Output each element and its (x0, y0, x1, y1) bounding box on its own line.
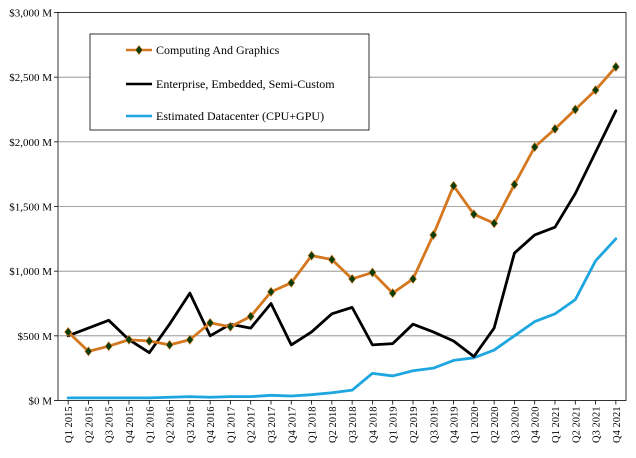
legend-marker-computing-and-graphics (135, 45, 143, 55)
x-tick-label: Q2 2021 (571, 407, 582, 443)
data-point-computing-and-graphics (145, 336, 154, 346)
x-tick-label: Q1 2019 (389, 407, 400, 443)
series-line-computing-and-graphics (66, 65, 618, 353)
data-point-computing-and-graphics (571, 104, 580, 115)
series-line-enterprise-embedded-semi-custom (66, 109, 618, 358)
x-tick-label: Q3 2015 (105, 407, 116, 443)
y-tick-label: $3,000 M (9, 8, 52, 20)
legend-label-computing-and-graphics: Computing And Graphics (156, 43, 280, 57)
y-axis-ticks: $0 M $500 M $1,000 M $1,500 M $2,000 M $2,500… (9, 8, 58, 408)
x-tick-label: Q2 2019 (409, 407, 420, 443)
x-tick-label: Q2 2015 (84, 407, 95, 443)
legend: Computing And Graphics Enterprise, Embed… (89, 33, 370, 131)
data-point-computing-and-graphics (409, 273, 417, 284)
x-tick-label: Q3 2019 (429, 407, 440, 443)
data-point-computing-and-graphics (611, 61, 620, 72)
x-tick-label: Q2 2020 (490, 407, 501, 443)
x-tick-label: Q1 2015 (64, 407, 75, 443)
x-tick-label: Q4 2015 (125, 407, 136, 443)
data-point-computing-and-graphics (226, 321, 235, 332)
data-point-computing-and-graphics (185, 334, 194, 345)
y-tick-label: $1,500 M (9, 202, 52, 214)
data-point-computing-and-graphics (64, 326, 73, 337)
x-tick-label: Q4 2016 (206, 407, 217, 443)
x-tick-label: Q4 2019 (450, 407, 461, 443)
x-tick-label: Q1 2021 (551, 407, 562, 443)
data-point-computing-and-graphics (267, 286, 275, 297)
data-point-computing-and-graphics (84, 346, 93, 357)
y-tick-label: $2,000 M (9, 137, 52, 149)
y-tick-label: $500 M (17, 331, 52, 343)
x-tick-label: Q2 2017 (247, 407, 258, 443)
x-tick-label: Q3 2018 (348, 407, 359, 443)
data-point-computing-and-graphics (246, 311, 255, 322)
data-point-computing-and-graphics (368, 267, 377, 278)
x-tick-label: Q2 2018 (328, 407, 339, 443)
legend-label-enterprise-embedded-semi-custom: Enterprise, Embedded, Semi-Custom (156, 77, 335, 91)
series-lines (64, 61, 620, 400)
x-tick-label: Q3 2020 (510, 407, 521, 443)
x-tick-label: Q1 2018 (308, 407, 319, 443)
data-point-computing-and-graphics (206, 317, 215, 328)
x-tick-label: Q1 2017 (226, 407, 237, 443)
y-tick-label: $0 M (28, 396, 52, 408)
x-tick-label: Q4 2018 (368, 407, 379, 443)
data-point-computing-and-graphics (388, 288, 397, 299)
data-point-computing-and-graphics (469, 209, 478, 220)
data-point-computing-and-graphics (165, 339, 174, 350)
data-point-computing-and-graphics (327, 254, 336, 265)
data-point-computing-and-graphics (348, 273, 357, 284)
data-point-computing-and-graphics (510, 179, 519, 190)
data-point-computing-and-graphics (125, 334, 133, 345)
x-tick-label: Q4 2017 (287, 407, 298, 443)
series-line-estimated-datacenter-cpu-gpu (66, 237, 618, 400)
data-point-computing-and-graphics (449, 180, 458, 191)
data-point-computing-and-graphics (591, 85, 600, 96)
data-point-computing-and-graphics (490, 218, 499, 229)
y-tick-label: $1,000 M (9, 266, 52, 278)
data-point-computing-and-graphics (551, 123, 559, 134)
data-point-computing-and-graphics (429, 229, 438, 240)
x-tick-label: Q1 2020 (470, 407, 481, 443)
y-tick-label: $2,500 M (9, 72, 52, 84)
x-tick-label: Q1 2016 (145, 407, 156, 443)
x-tick-label: Q3 2017 (267, 407, 278, 443)
x-tick-label: Q3 2016 (186, 407, 197, 443)
data-point-computing-and-graphics (530, 142, 539, 152)
data-point-computing-and-graphics (104, 341, 113, 352)
legend-label-estimated-datacenter: Estimated Datacenter (CPU+GPU) (156, 109, 324, 123)
x-tick-label: Q3 2021 (592, 407, 603, 443)
data-point-computing-and-graphics (287, 277, 296, 288)
x-tick-label: Q2 2016 (166, 407, 177, 443)
x-tick-label: Q4 2021 (612, 407, 623, 443)
x-tick-label: Q4 2020 (531, 407, 542, 443)
x-axis-ticks: Q1 2015 Q2 2015 Q3 2015 Q4 2015 Q1 2016 Q2 20… (64, 400, 623, 443)
data-point-computing-and-graphics (307, 250, 316, 261)
